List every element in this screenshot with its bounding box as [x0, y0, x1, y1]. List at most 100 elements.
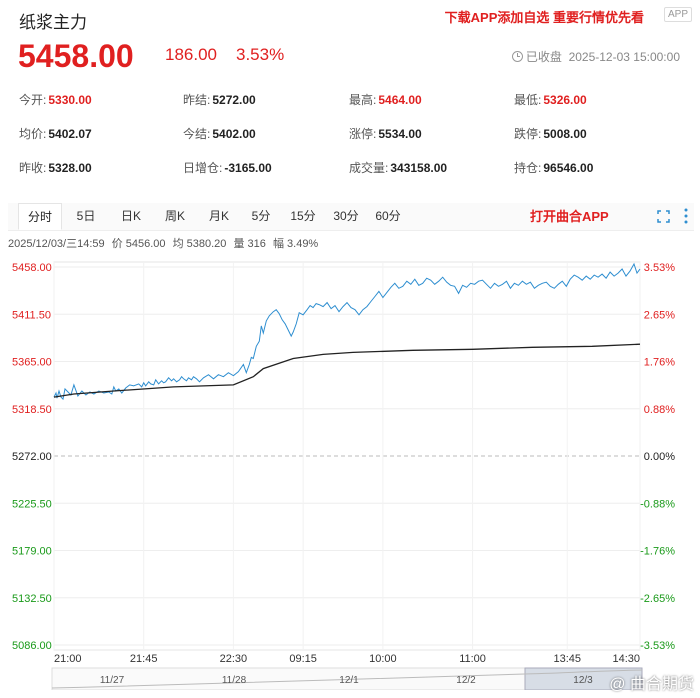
y-tick-left: 5365.00 [12, 357, 52, 369]
x-tick: 13:45 [553, 653, 581, 665]
price-change-pct: 3.53% [236, 45, 285, 64]
tab-5[interactable]: 5分 [251, 209, 271, 223]
stat-label: 均价: [19, 127, 47, 141]
stat-value: 5330.00 [48, 93, 92, 107]
stat-label: 今开: [19, 93, 47, 107]
stat-label: 最低: [514, 93, 542, 107]
navigator-label: 12/1 [339, 675, 359, 686]
y-tick-left: 5225.50 [12, 498, 52, 510]
open-app-button[interactable]: 打开曲合APP [530, 209, 609, 224]
quote-row: 5458.00 186.00 3.53% 已收盘 2025-12-03 15:0… [0, 38, 700, 74]
y-tick-left: 5458.00 [12, 262, 52, 274]
x-tick: 21:45 [130, 653, 158, 665]
stat-label: 跌停: [514, 127, 542, 141]
navigator-label: 11/28 [222, 675, 247, 686]
stat-value: -3165.00 [224, 161, 272, 175]
navigator-label: 11/27 [100, 675, 125, 686]
tab-2[interactable]: 日K [120, 209, 141, 223]
y-tick-left: 5086.00 [12, 640, 52, 652]
tab-3[interactable]: 周K [164, 209, 185, 223]
stat-value: 5402.07 [48, 127, 92, 141]
stat-item: 持仓: 96546.00 [514, 159, 593, 175]
last-price: 5458.00 [18, 38, 134, 74]
stat-value: 5008.00 [543, 127, 587, 141]
stat-value: 5272.00 [212, 93, 256, 107]
stat-label: 成交量: [349, 161, 389, 175]
stat-label: 昨结: [183, 93, 211, 107]
y-tick-right: 2.65% [644, 309, 675, 321]
stat-item: 跌停: 5008.00 [514, 125, 587, 141]
stat-item: 最低: 5326.00 [514, 91, 587, 107]
series-line-avg [53, 343, 641, 398]
navigator-series [51, 669, 643, 689]
stat-value: 5464.00 [378, 93, 422, 107]
stat-item: 日增仓: -3165.00 [183, 159, 272, 175]
stat-label: 最高: [349, 93, 377, 107]
y-tick-right: 0.00% [644, 451, 675, 463]
fullscreen-icon[interactable] [657, 210, 670, 223]
stat-value: 5328.00 [48, 161, 92, 175]
stat-item: 今开: 5330.00 [19, 91, 92, 107]
y-tick-right: 0.88% [644, 404, 675, 416]
stat-label: 持仓: [514, 161, 542, 175]
download-app-link[interactable]: 下载APP添加自选 重要行情优先看 [444, 10, 644, 25]
y-tick-left: 5318.50 [12, 404, 52, 416]
tab-8[interactable]: 60分 [375, 209, 401, 223]
stat-item: 最高: 5464.00 [349, 91, 422, 107]
x-tick: 22:30 [220, 653, 248, 665]
status-text: 已收盘 [525, 50, 562, 64]
watermark: @ 曲合期货 [609, 676, 694, 693]
intraday-chart[interactable]: 5458.00 3.53% 5411.50 2.65% 5365.00 1.76% 5318… [0, 250, 700, 690]
y-tick-right: 3.53% [644, 262, 675, 274]
stat-label: 涨停: [349, 127, 377, 141]
quote-datetime: 2025-12-03 15:00:00 [568, 50, 680, 64]
stat-item: 均价: 5402.07 [19, 125, 92, 141]
stat-label: 今结: [183, 127, 211, 141]
x-tick: 14:30 [612, 653, 640, 665]
x-tick: 11:00 [459, 653, 486, 665]
stat-value: 5326.00 [543, 93, 587, 107]
stat-item: 今结: 5402.00 [183, 125, 256, 141]
crosshair-info: 2025/12/03/三14:59 价 5456.00 均 5380.20 量 … [8, 235, 322, 251]
y-tick-left: 5179.00 [12, 546, 52, 558]
stat-item: 昨结: 5272.00 [183, 91, 256, 107]
tab-4[interactable]: 月K [208, 209, 229, 223]
navigator-label: 12/2 [456, 675, 476, 686]
clock-icon [511, 51, 523, 62]
tab-0[interactable]: 分时 [18, 203, 62, 230]
info-time: 2025/12/03/三14:59 [8, 238, 105, 250]
market-status: 已收盘 2025-12-03 15:00:00 [511, 48, 680, 65]
y-tick-left: 5132.50 [12, 593, 52, 605]
stat-item: 涨停: 5534.00 [349, 125, 422, 141]
y-tick-right: -3.53% [640, 640, 675, 652]
y-tick-right: -2.65% [640, 593, 675, 605]
tab-6[interactable]: 15分 [290, 209, 316, 223]
series-line-price [53, 262, 641, 401]
info-avg: 均 5380.20 [172, 238, 227, 250]
y-tick-right: -1.76% [640, 546, 675, 558]
x-tick: 21:00 [54, 653, 82, 665]
stat-label: 日增仓: [183, 161, 223, 175]
stat-label: 昨收: [19, 161, 47, 175]
stat-value: 343158.00 [390, 161, 448, 175]
page-title: 纸浆主力 [19, 13, 87, 32]
stat-item: 昨收: 5328.00 [19, 159, 92, 175]
tab-7[interactable]: 30分 [333, 209, 359, 223]
x-tick: 09:15 [289, 653, 317, 665]
info-vol: 量 316 [233, 238, 266, 250]
app-badge[interactable]: APP [663, 7, 692, 22]
price-change: 186.00 [165, 45, 217, 64]
tab-1[interactable]: 5日 [76, 209, 96, 223]
header: 纸浆主力 下载APP添加自选 重要行情优先看 APP [0, 0, 700, 40]
navigator-label: 12/3 [573, 675, 593, 686]
stat-value: 5402.00 [212, 127, 256, 141]
y-tick-left: 5272.00 [12, 451, 52, 463]
info-price: 价 5456.00 [111, 238, 166, 250]
info-pct: 幅 3.49% [272, 238, 319, 250]
y-tick-left: 5411.50 [12, 309, 51, 321]
y-tick-right: 1.76% [644, 357, 675, 369]
stat-value: 5534.00 [378, 127, 422, 141]
stat-item: 成交量: 343158.00 [349, 159, 447, 175]
more-icon[interactable] [683, 207, 689, 225]
period-tabs: 打开曲合APP 分时 5日 日K 周K 月K 5分 15分 30分 60分 [8, 203, 694, 231]
